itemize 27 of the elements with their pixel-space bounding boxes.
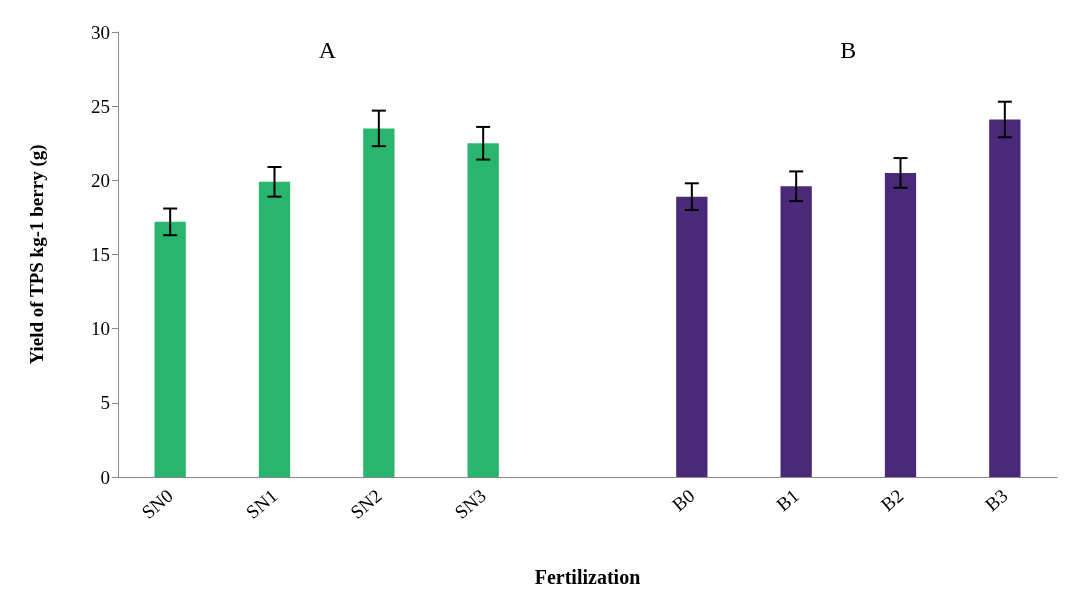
bar bbox=[154, 221, 186, 477]
x-axis-title: Fertilization bbox=[534, 566, 641, 588]
bar bbox=[676, 196, 708, 477]
y-tick-label: 25 bbox=[91, 95, 110, 117]
bar bbox=[989, 119, 1021, 477]
x-tick-label: B3 bbox=[981, 484, 1012, 516]
y-tick-label: 10 bbox=[91, 318, 110, 340]
x-tick-label: SN1 bbox=[241, 484, 282, 523]
x-tick-label: B2 bbox=[876, 484, 908, 516]
x-tick-label: SN3 bbox=[450, 484, 490, 523]
x-tick-label: SN2 bbox=[346, 484, 386, 523]
bar bbox=[258, 181, 291, 477]
y-tick-label: 15 bbox=[91, 244, 110, 265]
y-axis-title: Yield of TPS kg-1 berry (g) bbox=[26, 144, 48, 365]
y-tick-label: 30 bbox=[91, 21, 110, 43]
bar bbox=[780, 186, 812, 477]
bar bbox=[363, 128, 395, 477]
annotation: B bbox=[840, 37, 857, 63]
y-tick-label: 0 bbox=[100, 466, 110, 488]
annotation: A bbox=[318, 37, 337, 63]
x-tick-label: B1 bbox=[772, 484, 803, 516]
x-tick-label: B0 bbox=[668, 484, 699, 516]
y-tick-label: 5 bbox=[100, 392, 110, 414]
y-tick-label: 20 bbox=[91, 169, 110, 191]
bar bbox=[467, 143, 499, 477]
x-tick-label: SN0 bbox=[137, 484, 177, 523]
bar bbox=[884, 172, 917, 477]
